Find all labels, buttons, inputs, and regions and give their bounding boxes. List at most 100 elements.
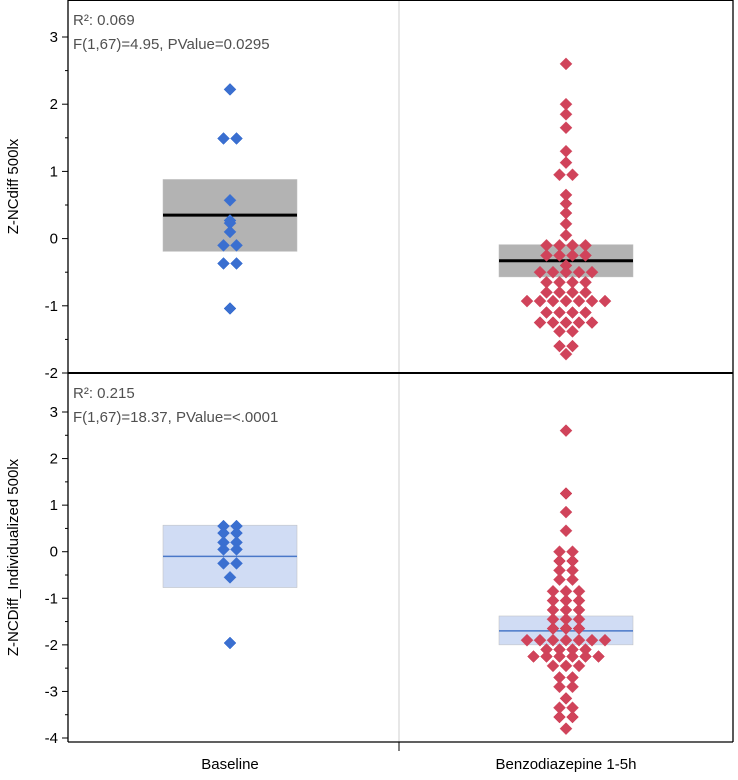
data-point: [546, 316, 560, 329]
data-point: [230, 132, 243, 145]
data-point: [223, 302, 237, 315]
data-point: [230, 543, 243, 556]
y-tick-label: 1: [50, 163, 58, 180]
data-point: [572, 294, 586, 308]
data-point: [585, 633, 599, 647]
y-tick-label: 3: [50, 404, 58, 421]
data-point: [546, 633, 560, 647]
data-point: [592, 650, 605, 663]
data-point: [559, 722, 573, 736]
data-point: [566, 573, 579, 587]
y-tick-label: 2: [50, 451, 58, 468]
data-point: [559, 692, 573, 705]
data-point: [572, 633, 586, 647]
data-point: [559, 206, 573, 220]
data-point: [217, 238, 230, 252]
data-point: [553, 339, 566, 353]
y-tick-label: -2: [45, 365, 58, 382]
x-tick-label: Baseline: [201, 756, 259, 773]
x-tick-label: Benzodiazepine 1-5h: [496, 756, 637, 773]
data-point: [579, 306, 592, 319]
data-point: [559, 505, 573, 519]
data-point: [553, 573, 566, 587]
data-point: [559, 217, 573, 231]
data-point: [533, 294, 547, 308]
data-point: [230, 238, 243, 252]
data-point: [553, 324, 566, 338]
data-point: [559, 265, 573, 279]
y-tick-label: 1: [50, 497, 58, 514]
data-point: [598, 294, 612, 308]
data-point: [559, 121, 573, 135]
data-point: [566, 324, 579, 338]
y-tick-label: -2: [45, 637, 58, 654]
data-point: [230, 557, 243, 570]
y-tick-label: 0: [50, 544, 58, 561]
data-point: [566, 339, 579, 353]
data-point: [572, 659, 586, 673]
data-point: [585, 294, 599, 308]
data-point: [553, 249, 566, 262]
data-point: [566, 710, 579, 724]
data-point: [540, 306, 553, 319]
data-point: [559, 347, 573, 361]
data-point: [566, 286, 579, 299]
data-point: [579, 650, 592, 663]
data-point: [598, 633, 612, 647]
data-point: [579, 249, 592, 262]
data-point: [585, 316, 599, 329]
data-point: [553, 286, 566, 299]
data-point: [527, 650, 540, 663]
data-point: [553, 710, 566, 724]
data-point: [572, 265, 586, 279]
data-point: [566, 249, 579, 262]
stats-text: R²: 0.069: [73, 12, 135, 29]
data-point: [559, 107, 573, 121]
data-point: [223, 636, 237, 650]
data-point: [585, 265, 599, 279]
data-point: [572, 316, 586, 329]
data-point: [217, 257, 230, 270]
y-axis-title: Z-NCDiff_Individualized 500lx: [5, 458, 22, 656]
y-tick-label: -3: [45, 683, 58, 700]
data-point: [579, 286, 592, 299]
data-point: [553, 680, 566, 694]
data-point: [217, 543, 230, 556]
data-point: [223, 193, 237, 207]
data-point: [540, 650, 553, 663]
data-point: [559, 144, 573, 158]
data-point: [540, 286, 553, 299]
data-point: [546, 294, 560, 308]
stats-text: F(1,67)=4.95, PValue=0.0295: [73, 36, 270, 53]
y-tick-label: -1: [45, 298, 58, 315]
data-point: [217, 132, 230, 145]
data-point: [559, 294, 573, 308]
data-point: [223, 225, 237, 239]
data-point: [559, 659, 573, 673]
data-point: [559, 487, 573, 500]
data-point: [566, 306, 579, 319]
data-point: [217, 557, 230, 570]
y-tick-label: 2: [50, 96, 58, 113]
y-tick-label: 0: [50, 231, 58, 248]
data-point: [223, 83, 237, 96]
data-point: [559, 316, 573, 329]
data-point: [540, 249, 553, 262]
data-point: [546, 659, 560, 673]
data-point: [520, 633, 534, 647]
data-point: [559, 57, 573, 71]
data-point: [566, 680, 579, 694]
data-point: [559, 156, 573, 170]
stats-text: F(1,67)=18.37, PValue=<.0001: [73, 409, 278, 426]
data-point: [553, 650, 566, 663]
data-point: [546, 265, 560, 279]
data-point: [533, 316, 547, 329]
data-point: [230, 257, 243, 270]
data-point: [559, 228, 573, 242]
y-axis-title: Z-NCdiff 500lx: [5, 138, 22, 234]
data-point: [533, 265, 547, 279]
y-tick-label: 3: [50, 29, 58, 46]
data-point: [553, 306, 566, 319]
